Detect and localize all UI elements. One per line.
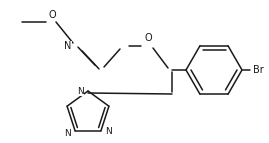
Text: N: N (64, 129, 70, 138)
Text: O: O (48, 10, 56, 20)
Text: N: N (64, 41, 72, 51)
Text: N: N (77, 87, 83, 96)
Text: N: N (105, 127, 112, 136)
Text: O: O (144, 33, 152, 43)
Text: Br: Br (253, 65, 263, 75)
